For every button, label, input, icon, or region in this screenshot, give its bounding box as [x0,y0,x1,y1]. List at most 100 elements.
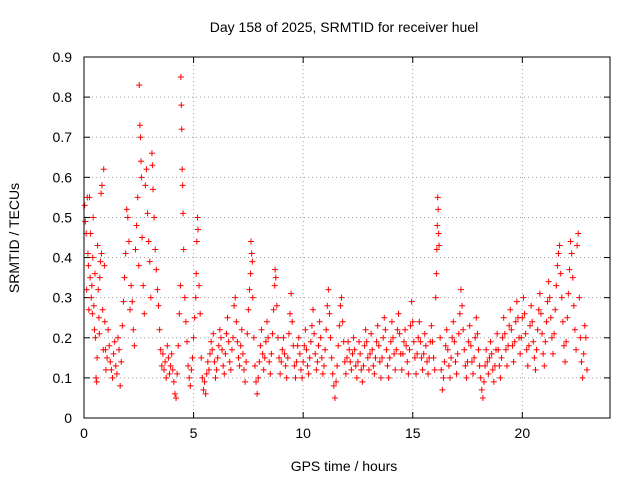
data-point [85,262,92,269]
data-point [527,322,534,329]
y-tick-label: 0 [64,410,72,426]
data-point [180,246,187,253]
data-point [436,242,443,249]
data-point [454,350,461,357]
data-point [304,362,311,369]
data-point [165,354,172,361]
data-point [122,250,129,257]
data-point [234,338,241,345]
data-point [155,302,162,309]
data-point [534,326,541,333]
data-point [478,386,485,393]
data-point [544,298,551,305]
data-point [113,370,120,377]
data-point [145,238,152,245]
data-point [465,338,472,345]
data-point [411,354,418,361]
data-point [138,174,145,181]
data-point [128,282,135,289]
data-point [277,370,284,377]
data-point [384,362,391,369]
data-point [420,350,427,357]
data-point [313,366,320,373]
data-point [301,342,308,349]
data-point [521,310,528,317]
data-point [129,298,136,305]
data-point [358,366,365,373]
data-point [305,370,312,377]
data-point [484,358,491,365]
data-point [551,330,558,337]
data-point [558,294,565,301]
data-point [433,246,440,253]
data-point [574,242,581,249]
data-point [217,334,224,341]
data-point [98,182,105,189]
data-point [522,330,529,337]
data-point [367,350,374,357]
data-point [237,342,244,349]
data-point [168,350,175,357]
data-point [274,334,281,341]
data-point [467,342,474,349]
data-point [224,314,231,321]
data-point [422,342,429,349]
data-point [276,354,283,361]
data-point [353,374,360,381]
data-point [242,378,249,385]
data-point [320,362,327,369]
data-point [116,346,123,353]
data-point [226,358,233,365]
data-point [577,334,584,341]
data-point [110,350,117,357]
data-point [383,346,390,353]
data-point [135,262,142,269]
data-point [160,366,167,373]
data-point [250,334,257,341]
data-point [248,250,255,257]
data-point [167,362,174,369]
data-point [121,274,128,281]
x-tick-label: 10 [295,425,311,441]
data-point [357,350,364,357]
data-point [365,366,372,373]
data-point [315,342,322,349]
data-point [532,366,539,373]
data-point [429,338,436,345]
data-point [407,322,414,329]
data-point [223,330,230,337]
data-point [482,362,489,369]
data-point [437,334,444,341]
data-point [148,150,155,157]
data-point [98,250,105,257]
data-point [430,354,437,361]
data-point [207,350,214,357]
data-point [227,366,234,373]
data-point [510,358,517,365]
data-point [308,322,315,329]
data-point [441,358,448,365]
data-point [576,294,583,301]
data-point [102,346,109,353]
data-point [210,330,217,337]
data-point [93,378,100,385]
data-point [173,394,180,401]
data-point [414,350,421,357]
data-point [236,362,243,369]
data-point [568,250,575,257]
data-point [473,314,480,321]
data-point [501,330,508,337]
data-point [486,354,493,361]
data-point [372,354,379,361]
x-tick-label: 20 [515,425,531,441]
data-point [570,302,577,309]
data-point [474,330,481,337]
data-point [417,338,424,345]
data-point [89,254,96,261]
data-point [225,338,232,345]
data-point [425,370,432,377]
data-point [406,346,413,353]
data-point [319,370,326,377]
data-point [445,362,452,369]
